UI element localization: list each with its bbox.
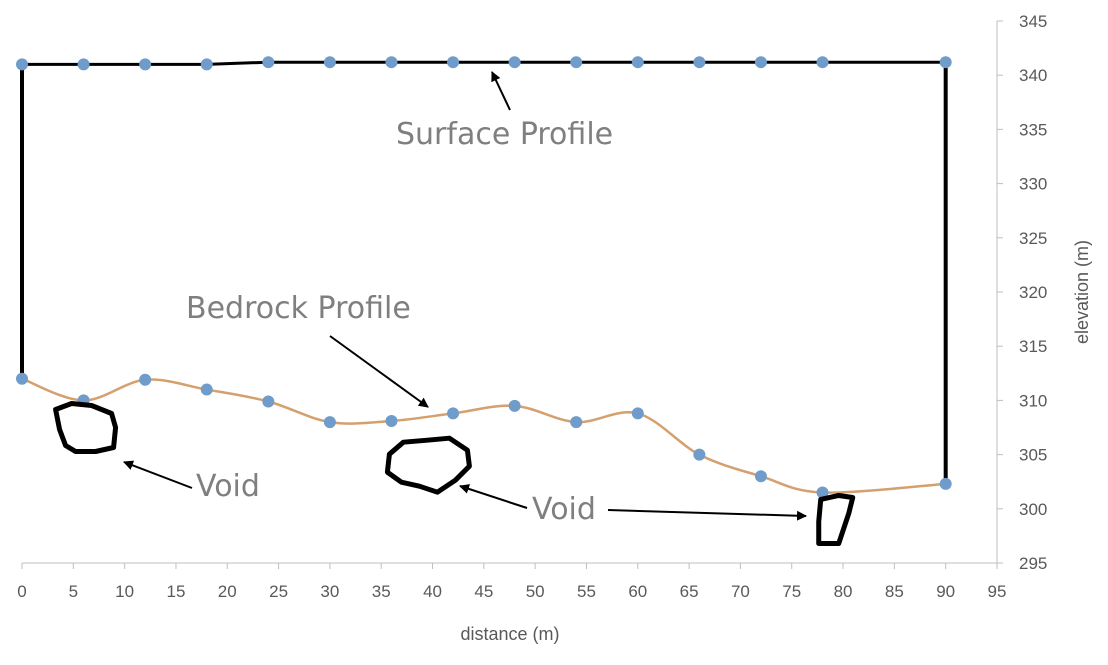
bedrock-profile-point [693, 448, 706, 461]
annotation-void-left: Void [196, 469, 260, 504]
x-tick-label: 15 [166, 582, 185, 601]
bedrock-profile-point [816, 486, 829, 499]
annotation-surface-profile: Surface Profile [396, 117, 613, 152]
surface-profile-point [693, 56, 706, 69]
surface-profile-point [77, 58, 90, 71]
y-tick-label: 295 [1019, 554, 1047, 573]
arrow-void-middle [459, 484, 528, 509]
y-tick-label: 305 [1019, 446, 1047, 465]
surface-profile-point [816, 56, 829, 69]
y-tick-label: 325 [1019, 229, 1047, 248]
y-tick-label: 310 [1019, 391, 1047, 410]
bedrock-profile-point [447, 407, 460, 420]
surface-profile-point [385, 56, 398, 69]
x-tick-label: 90 [936, 582, 955, 601]
x-axis: 0 5 10 15 20 25 30 35 40 45 50 55 60 65 70 75 80 85 90 95 [17, 562, 1007, 601]
surface-profile-point [631, 56, 644, 69]
y-tick-label: 315 [1019, 337, 1047, 356]
x-tick-label: 95 [988, 582, 1007, 601]
x-tick-label: 35 [372, 582, 391, 601]
series-group [16, 56, 952, 499]
x-tick-label: 75 [782, 582, 801, 601]
surface-profile-point [323, 56, 336, 69]
x-tick-label: 20 [218, 582, 237, 601]
annotation-bedrock-profile: Bedrock Profile [186, 291, 411, 326]
bedrock-profile-point [323, 416, 336, 429]
surface-profile-line [22, 60, 946, 66]
x-tick-label: 55 [577, 582, 596, 601]
bedrock-profile-point [754, 470, 767, 483]
bedrock-profile-point [385, 414, 398, 427]
bedrock-profile-point [200, 383, 213, 396]
x-tick-label: 45 [474, 582, 493, 601]
surface-profile-point [570, 56, 583, 69]
y-tick-label: 335 [1019, 120, 1047, 139]
bedrock-profile-point [262, 395, 275, 408]
arrow-bedrock-profile [329, 335, 429, 408]
y-tick-label: 345 [1019, 12, 1047, 31]
arrow-void-right [607, 509, 807, 521]
x-tick-label: 0 [17, 582, 26, 601]
y-tick-label: 300 [1019, 500, 1047, 519]
bedrock-profile-point [139, 373, 152, 386]
bedrock-profile-point [570, 416, 583, 429]
x-tick-label: 65 [680, 582, 699, 601]
x-tick-label: 85 [885, 582, 904, 601]
x-tick-label: 25 [269, 582, 288, 601]
void-outline [384, 435, 472, 495]
bedrock-profile-point [631, 407, 644, 420]
y-tick-label: 320 [1019, 283, 1047, 302]
surface-profile-point [200, 58, 213, 71]
x-tick-label: 40 [423, 582, 442, 601]
surface-profile-point [262, 56, 275, 69]
y-tick-label: 330 [1019, 175, 1047, 194]
surface-profile-point [754, 56, 767, 69]
x-tick-label: 30 [320, 582, 339, 601]
void-outline [53, 401, 119, 454]
y-axis: 295 300 305 310 315 320 325 330 335 340 345 [996, 12, 1047, 573]
annotation-void-right: Void [532, 492, 596, 527]
y-tick-label: 340 [1019, 66, 1047, 85]
x-tick-label: 50 [526, 582, 545, 601]
x-tick-label: 70 [731, 582, 750, 601]
x-tick-label: 80 [834, 582, 853, 601]
surface-profile-point [139, 58, 152, 71]
bedrock-profile-point [16, 372, 28, 385]
profile-box-edges [20, 62, 948, 484]
voids-group [53, 401, 856, 546]
x-tick-label: 5 [69, 582, 78, 601]
void-outline [816, 492, 856, 546]
bedrock-profile-point [508, 399, 521, 412]
bedrock-profile-point [939, 477, 952, 490]
surface-profile-point [508, 56, 521, 69]
arrow-surface-profile [491, 71, 511, 111]
y-axis-title: elevation (m) [1072, 240, 1092, 344]
x-tick-label: 60 [628, 582, 647, 601]
annotation-arrows [123, 71, 807, 521]
arrow-void-left [123, 460, 193, 489]
x-tick-label: 10 [115, 582, 134, 601]
surface-profile-point [16, 58, 28, 71]
x-axis-title: distance (m) [460, 624, 559, 644]
surface-profile-point [939, 56, 952, 69]
surface-profile-point [447, 56, 460, 69]
